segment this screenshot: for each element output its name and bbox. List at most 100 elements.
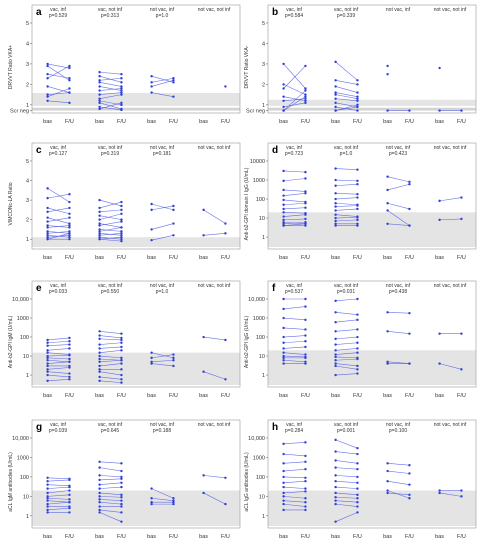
pair-line [335,486,358,489]
x-tick-label: bas [331,393,340,399]
data-point-followup [304,170,307,174]
data-point-baseline [98,498,101,501]
data-point-followup [304,454,307,458]
pair-line [283,96,306,111]
data-point-baseline [46,373,49,377]
data-point-followup [304,97,307,100]
x-tick-label: F/U [457,119,466,125]
data-point-followup [120,511,123,514]
data-point-followup [304,328,307,331]
x-tick-label: F/U [353,534,362,540]
data-point-baseline [150,75,153,78]
data-point-baseline [334,105,337,109]
data-point-followup [172,81,175,84]
data-point-followup [68,91,71,94]
x-tick-label: F/U [65,393,74,399]
data-point-baseline [46,362,49,365]
data-point-baseline [386,202,389,205]
data-point-baseline [282,169,285,173]
data-point-baseline [46,351,49,354]
data-point-followup [68,360,71,363]
group-label: not vac, inf [150,7,175,13]
plot-frame [31,142,241,250]
pair-line [203,492,226,505]
pair-line [335,363,358,367]
pair-line [151,203,174,211]
data-point-baseline [46,349,49,352]
data-point-baseline [282,99,285,102]
data-point-baseline [46,226,49,229]
data-point-followup [356,99,359,102]
data-point-baseline [98,370,101,373]
y-tick-label: 10000 [250,159,265,165]
group-label: vac, inf [286,145,302,151]
x-tick-label: bas [147,534,156,540]
pair-line [47,88,70,97]
y-tick-label: 10 [23,354,29,360]
data-point-baseline [334,299,337,303]
data-point-baseline [282,109,285,112]
data-point-baseline [46,480,49,483]
data-point-followup [356,497,359,500]
pair-line [387,492,410,496]
data-point-followup [356,83,359,86]
data-point-followup [68,77,71,80]
data-point-baseline [98,511,101,514]
pair-line [335,329,358,332]
x-tick-label: F/U [457,534,466,540]
data-point-baseline [282,351,285,354]
data-point-followup [120,204,123,208]
data-point-followup [68,378,71,381]
data-point-baseline [334,364,337,368]
data-point-followup [120,236,123,239]
data-point-baseline [282,297,285,301]
x-tick-label: bas [43,119,52,125]
data-point-followup [120,349,123,352]
data-point-followup [356,328,359,331]
p-value: p=1.0 [156,13,169,19]
pair-line [99,335,122,339]
y-tick-label: 1000 [17,455,29,461]
data-point-baseline [334,362,337,365]
data-point-followup [120,469,123,473]
data-point-followup [304,89,307,92]
pair-line [335,365,358,370]
data-point-baseline [98,79,101,82]
data-point-baseline [46,370,49,373]
data-point-baseline [334,466,337,469]
y-axis-label: Anti-b2-GPI IgG (U/mL) [244,316,250,369]
pair-line [99,338,122,341]
data-point-followup [172,497,175,500]
y-axis-label: aCL IgG antibodies (U/mL) [244,452,250,512]
data-point-followup [356,313,359,316]
chart-panel-f: 1 10 100 1000 10,000 Anti-b2-GPI IgG (U/mL) f v… [244,280,477,399]
pair-line [99,478,122,481]
plot-frame [267,4,477,114]
pair-line [99,350,122,353]
data-point-baseline [334,219,337,223]
x-tick-label: bas [95,393,104,399]
data-point-followup [356,91,359,94]
data-point-baseline [202,491,205,495]
data-point-baseline [46,476,49,480]
data-point-baseline [202,474,205,477]
pair-line [283,355,306,358]
data-point-followup [68,501,71,504]
data-point-baseline [46,356,49,360]
x-tick-label: F/U [65,534,74,540]
data-point-baseline [282,179,285,183]
data-point-baseline [282,62,285,66]
pair-line [99,355,122,359]
data-point-followup [460,332,463,335]
x-tick-label: bas [331,534,340,540]
reference-band [32,352,240,385]
data-point-followup [356,297,359,301]
pair-line [99,331,122,334]
pair-line [151,205,174,211]
data-point-followup [304,206,307,209]
x-tick-label: bas [331,119,340,125]
pair-line [99,486,122,489]
data-point-followup [68,232,71,235]
data-point-followup [68,357,71,361]
